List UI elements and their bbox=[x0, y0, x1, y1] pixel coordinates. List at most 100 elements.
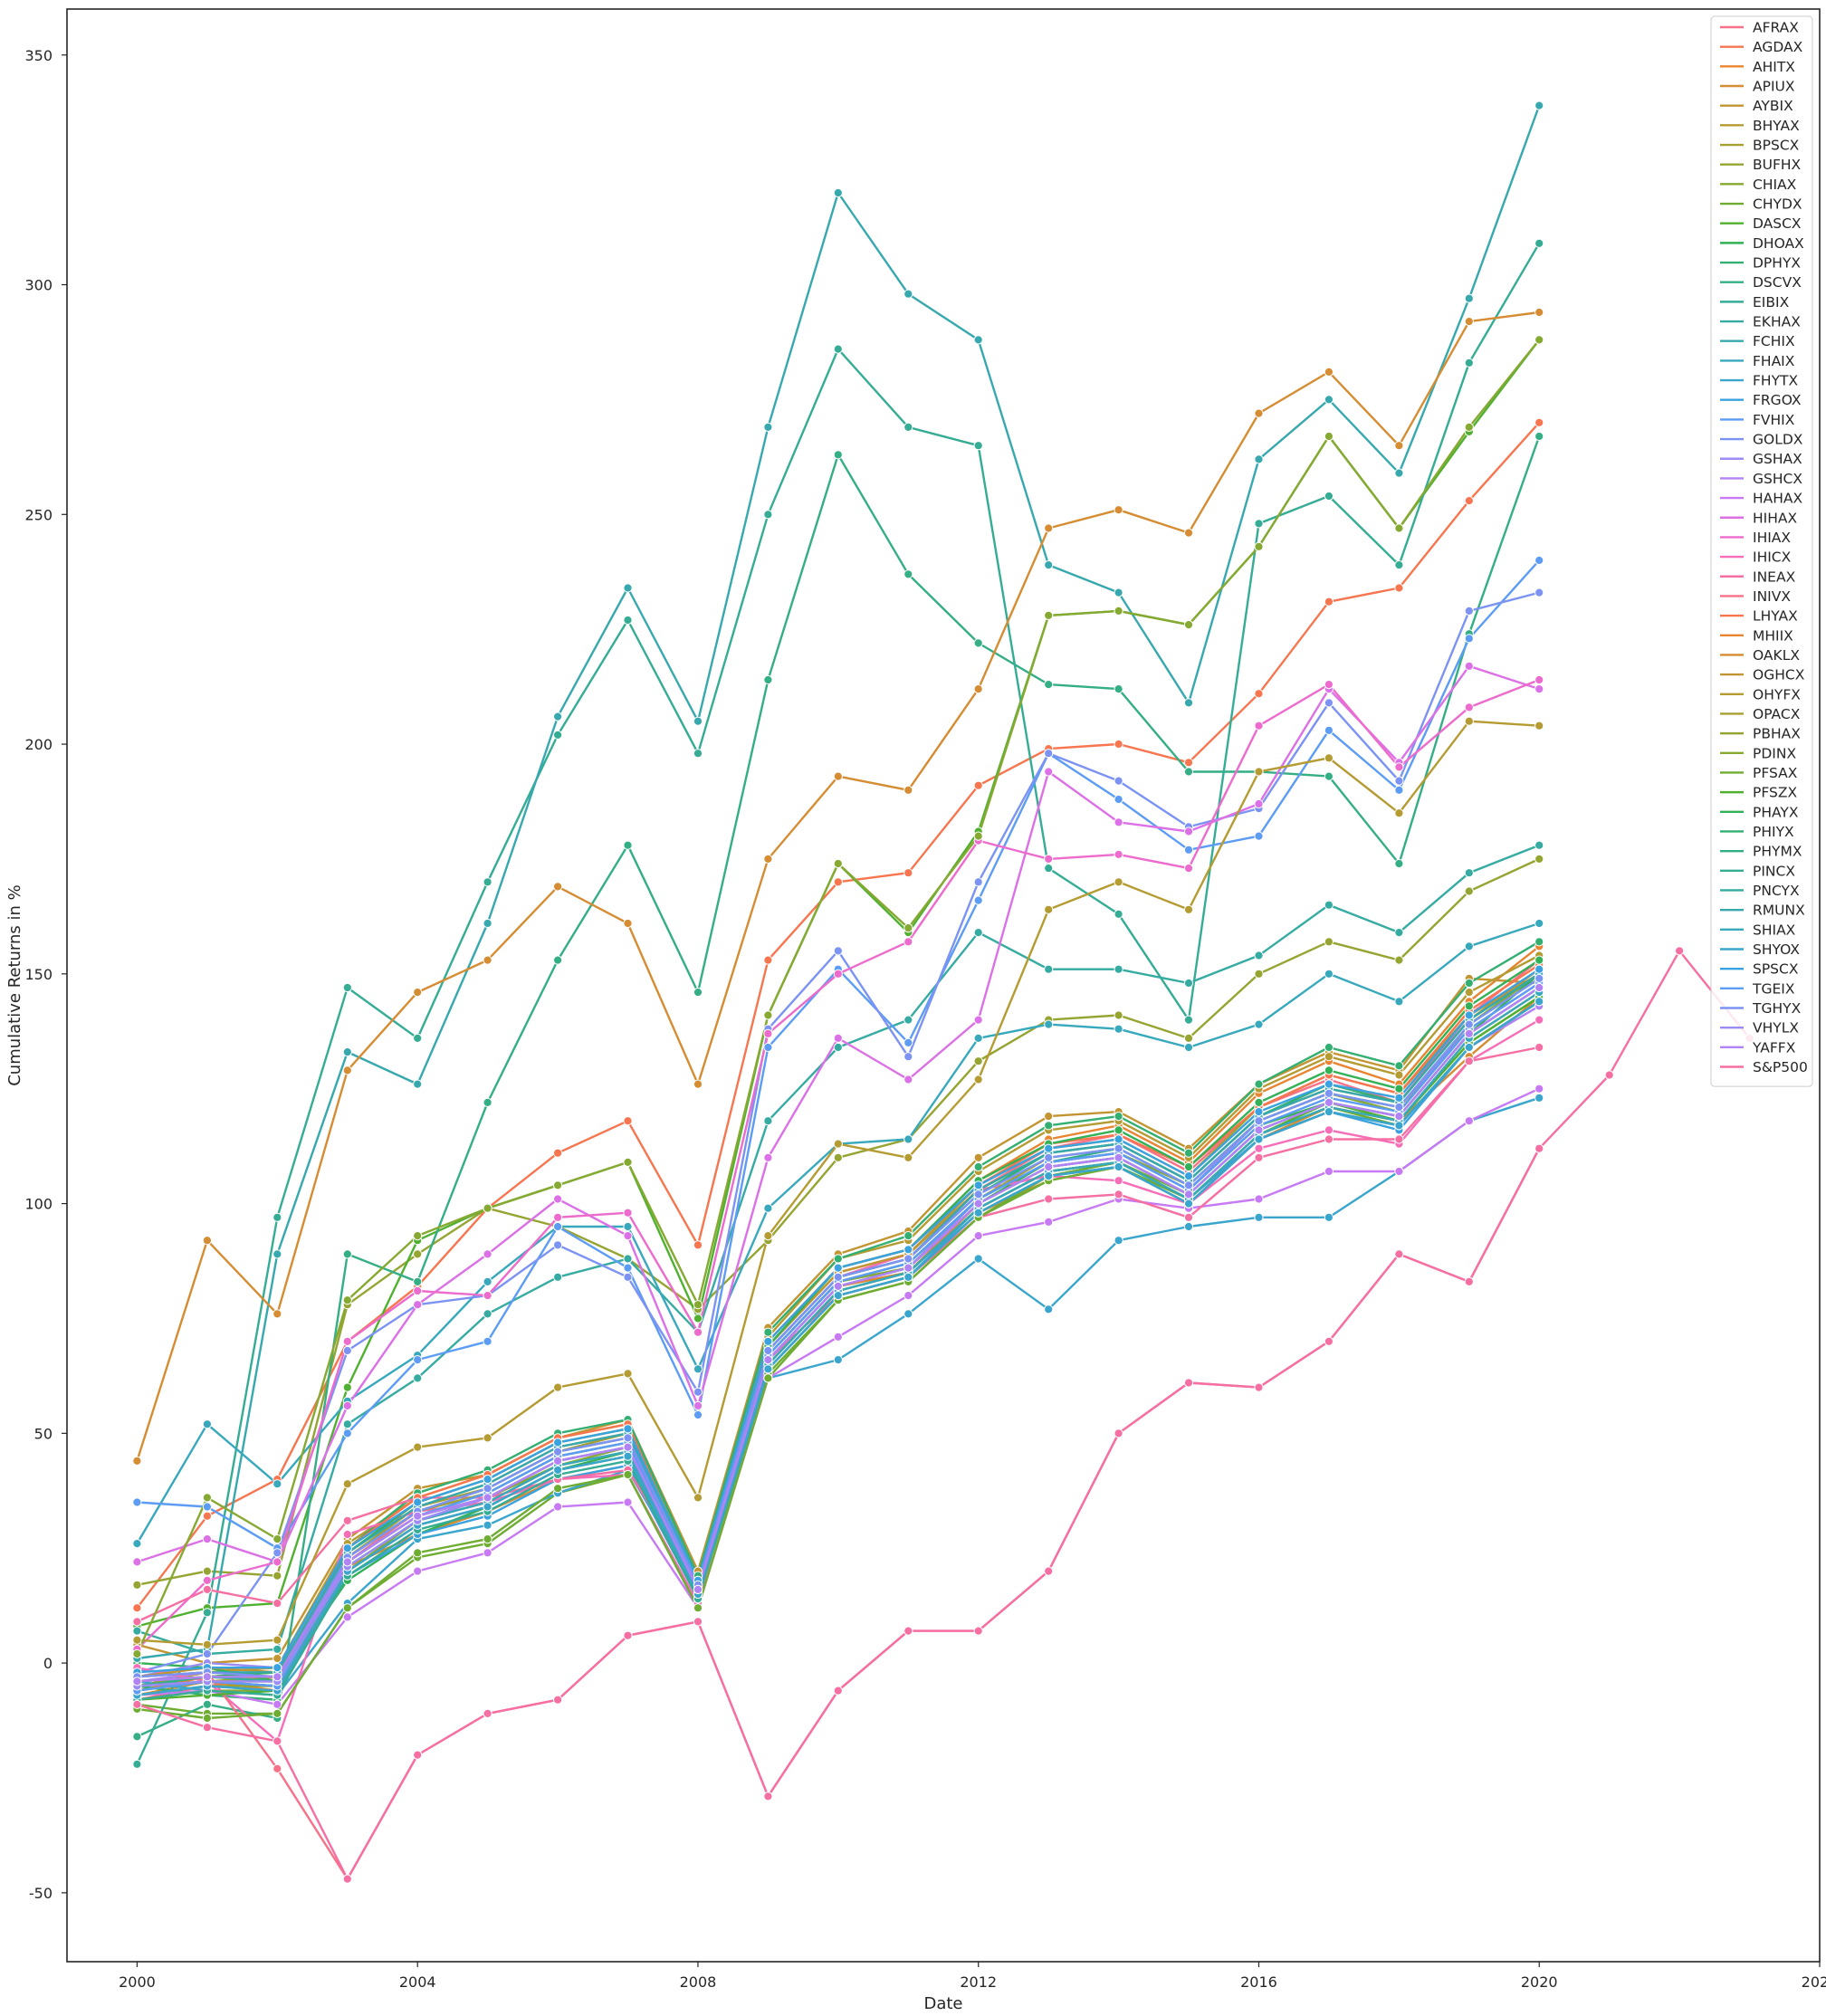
data-point bbox=[1044, 1171, 1054, 1181]
data-point bbox=[132, 1759, 142, 1769]
data-point bbox=[483, 955, 492, 965]
data-point bbox=[342, 1047, 352, 1057]
data-point bbox=[202, 1511, 212, 1521]
data-point bbox=[1114, 877, 1123, 887]
data-point bbox=[1464, 661, 1474, 671]
data-point bbox=[132, 1648, 142, 1659]
data-point bbox=[623, 840, 633, 850]
data-point bbox=[1324, 367, 1334, 377]
data-point bbox=[342, 1612, 352, 1622]
x-axis-title: Date bbox=[923, 1994, 962, 2012]
data-point bbox=[1114, 1236, 1123, 1246]
data-point bbox=[1044, 523, 1054, 533]
data-point bbox=[553, 1180, 563, 1190]
data-point bbox=[763, 1345, 773, 1356]
data-point bbox=[973, 1033, 983, 1044]
data-point bbox=[483, 1249, 492, 1259]
data-point bbox=[1254, 1079, 1264, 1089]
data-point bbox=[342, 1419, 352, 1429]
data-point bbox=[272, 1672, 282, 1682]
data-point bbox=[973, 638, 983, 648]
y-axis-title: Cumulative Returns in % bbox=[5, 884, 24, 1086]
data-point bbox=[763, 1116, 773, 1126]
data-point bbox=[202, 1639, 212, 1649]
data-point bbox=[903, 1245, 913, 1255]
data-point bbox=[1464, 941, 1474, 951]
data-point bbox=[833, 1254, 843, 1264]
data-point bbox=[623, 1254, 633, 1264]
data-point bbox=[833, 187, 843, 198]
data-point bbox=[1464, 1056, 1474, 1066]
data-point bbox=[483, 877, 492, 887]
data-point bbox=[903, 785, 913, 795]
data-point bbox=[413, 1442, 423, 1452]
data-point bbox=[1534, 238, 1544, 248]
data-point bbox=[132, 1626, 142, 1636]
data-point bbox=[1183, 1190, 1194, 1199]
legend-entry: APIUX bbox=[1753, 79, 1795, 95]
data-point bbox=[1114, 794, 1123, 805]
data-point bbox=[553, 730, 563, 740]
data-point bbox=[833, 344, 843, 354]
legend-entry: SPSCX bbox=[1753, 961, 1799, 978]
data-point bbox=[623, 1208, 633, 1218]
data-point bbox=[1464, 1042, 1474, 1053]
data-point bbox=[483, 1475, 492, 1485]
legend-entry: EIBIX bbox=[1753, 294, 1790, 311]
data-point bbox=[1183, 1148, 1194, 1158]
data-point bbox=[1324, 969, 1334, 979]
data-point bbox=[1183, 528, 1194, 538]
legend-entry: OHYFX bbox=[1753, 686, 1801, 702]
data-point bbox=[1324, 1166, 1334, 1177]
data-point bbox=[132, 1699, 142, 1709]
data-point bbox=[1324, 771, 1334, 781]
data-point bbox=[553, 1221, 563, 1232]
data-point bbox=[763, 1203, 773, 1213]
data-point bbox=[1534, 721, 1544, 731]
data-point bbox=[1394, 468, 1404, 478]
data-point bbox=[1254, 1134, 1264, 1144]
data-point bbox=[483, 1493, 492, 1503]
legend-entry: PBHAX bbox=[1753, 726, 1801, 742]
data-point bbox=[342, 1400, 352, 1411]
data-point bbox=[973, 1161, 983, 1172]
data-point bbox=[1324, 1042, 1334, 1053]
data-point bbox=[1114, 1010, 1123, 1020]
data-point bbox=[973, 1231, 983, 1241]
data-point bbox=[1183, 1171, 1194, 1181]
data-point bbox=[272, 1653, 282, 1664]
data-point bbox=[1044, 1161, 1054, 1172]
data-point bbox=[833, 1281, 843, 1292]
data-point bbox=[1464, 716, 1474, 726]
data-point bbox=[553, 1465, 563, 1476]
legend-entry: PFSAX bbox=[1753, 765, 1798, 781]
legend-entry: DHOAX bbox=[1753, 235, 1804, 252]
data-point bbox=[202, 1236, 212, 1246]
data-point bbox=[973, 780, 983, 790]
data-point bbox=[1534, 937, 1544, 947]
legend-entry: IHICX bbox=[1753, 549, 1792, 566]
data-point bbox=[1044, 560, 1054, 570]
data-point bbox=[342, 1557, 352, 1567]
data-point bbox=[553, 1194, 563, 1204]
data-point bbox=[1183, 826, 1194, 836]
data-point bbox=[413, 1548, 423, 1558]
data-point bbox=[1324, 725, 1334, 735]
data-point bbox=[272, 1571, 282, 1581]
data-point bbox=[1394, 997, 1404, 1007]
data-point bbox=[483, 1534, 492, 1544]
legend-entry: VHYLX bbox=[1753, 1020, 1799, 1037]
data-point bbox=[1534, 588, 1544, 597]
data-point bbox=[623, 1221, 633, 1232]
data-point bbox=[1254, 1116, 1264, 1126]
data-point bbox=[1534, 555, 1544, 566]
legend-entry: FCHIX bbox=[1753, 333, 1795, 349]
data-point bbox=[1534, 431, 1544, 442]
data-point bbox=[1254, 1382, 1264, 1392]
data-point bbox=[483, 1548, 492, 1558]
data-point bbox=[132, 1497, 142, 1507]
data-point bbox=[1044, 1152, 1054, 1162]
data-point bbox=[1534, 1143, 1544, 1153]
